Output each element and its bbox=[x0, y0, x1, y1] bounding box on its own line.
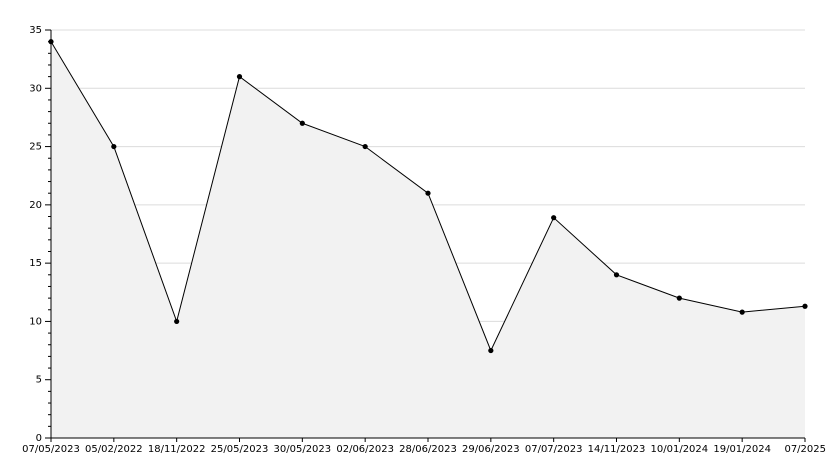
x-tick-label: 07/07/2023 bbox=[525, 444, 583, 455]
point-marker bbox=[802, 303, 808, 309]
y-tick-label: 15 bbox=[29, 258, 42, 269]
x-tick-label: 02/06/2023 bbox=[336, 444, 394, 455]
x-tick-label: 18/11/2022 bbox=[148, 444, 206, 455]
point-marker bbox=[613, 272, 620, 278]
x-tick-label: 05/02/2022 bbox=[85, 444, 143, 455]
area-fill bbox=[51, 41, 805, 439]
x-tick-label: 25/05/2023 bbox=[211, 444, 269, 455]
x-tick-label: 30/05/2023 bbox=[274, 444, 332, 455]
point-marker bbox=[174, 318, 180, 325]
y-tick-label: 35 bbox=[29, 25, 42, 36]
x-tick-label: 19/01/2024 bbox=[713, 444, 771, 455]
x-tick-label: 07/2025 bbox=[784, 444, 826, 455]
y-tick-label: 25 bbox=[29, 142, 42, 153]
y-tick-label: 5 bbox=[36, 375, 42, 386]
point-marker bbox=[425, 190, 431, 196]
point-marker bbox=[488, 347, 494, 354]
point-marker bbox=[362, 143, 368, 150]
point-marker bbox=[676, 295, 682, 301]
point-marker bbox=[299, 120, 305, 126]
x-tick-label: 10/01/2024 bbox=[651, 444, 709, 455]
y-tick-label: 10 bbox=[29, 316, 42, 327]
point-marker bbox=[739, 309, 745, 315]
x-tick-label: 29/06/2023 bbox=[462, 444, 520, 455]
y-tick-label: 30 bbox=[29, 83, 42, 94]
y-tick-label: 20 bbox=[29, 200, 42, 211]
point-marker bbox=[551, 215, 557, 221]
x-tick-label: 14/11/2023 bbox=[588, 444, 646, 455]
point-marker bbox=[111, 143, 117, 150]
point-marker bbox=[236, 74, 243, 80]
y-tick-label: 0 bbox=[36, 433, 42, 444]
x-tick-label: 07/05/2023 bbox=[22, 444, 80, 455]
x-tick-label: 28/06/2023 bbox=[399, 444, 457, 455]
